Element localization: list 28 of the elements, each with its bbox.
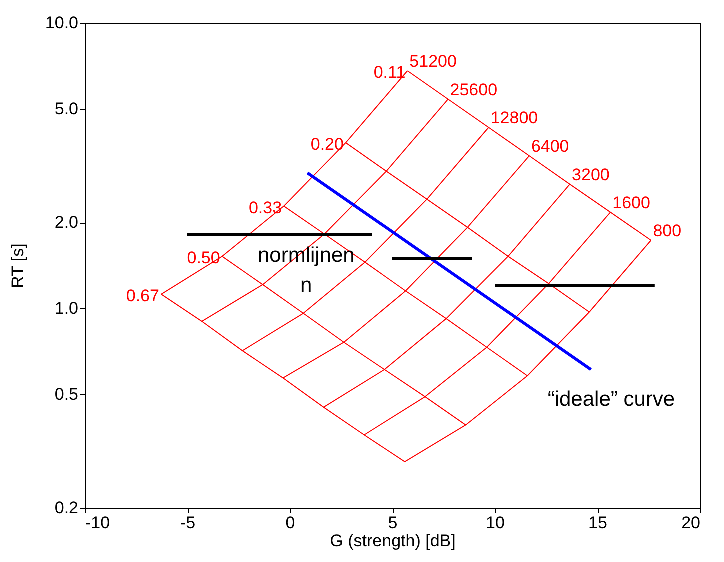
x-tick-label: 5 bbox=[388, 514, 398, 532]
x-tick-label: 10 bbox=[486, 514, 505, 532]
x-tick-label: 20 bbox=[682, 514, 700, 532]
series-label: 0.11 bbox=[374, 62, 406, 82]
series-label: 6400 bbox=[531, 137, 570, 156]
x-tick-label: 15 bbox=[588, 514, 608, 532]
x-axis-title: G (strength) [dB] bbox=[330, 532, 456, 550]
series-label: 0.67 bbox=[126, 286, 160, 306]
y-tick-label: 5.0 bbox=[54, 99, 78, 118]
annotation: “ideale” curve bbox=[548, 388, 676, 411]
series-label: 800 bbox=[653, 222, 682, 241]
series-label: 12800 bbox=[490, 108, 538, 128]
series-label: 51200 bbox=[410, 52, 457, 71]
y-tick-label: 2.0 bbox=[54, 213, 78, 232]
x-tick-label: 0 bbox=[286, 514, 296, 532]
y-tick-label: 1.0 bbox=[54, 298, 78, 318]
series-label: 1600 bbox=[612, 193, 650, 212]
y-tick-label: 0.2 bbox=[54, 498, 78, 518]
y-axis-title: RT [s] bbox=[8, 244, 28, 288]
x-tick-label: -10 bbox=[86, 514, 110, 532]
series-label: 3200 bbox=[572, 165, 610, 184]
series-label: 0.20 bbox=[310, 134, 344, 154]
y-tick-label: 0.5 bbox=[54, 384, 78, 404]
x-tick-label: -5 bbox=[180, 514, 196, 532]
series-label: 0.50 bbox=[187, 248, 220, 268]
series-label: 0.33 bbox=[248, 198, 282, 218]
y-tick-label: 10.0 bbox=[45, 14, 78, 32]
series-label: 25600 bbox=[450, 80, 498, 100]
